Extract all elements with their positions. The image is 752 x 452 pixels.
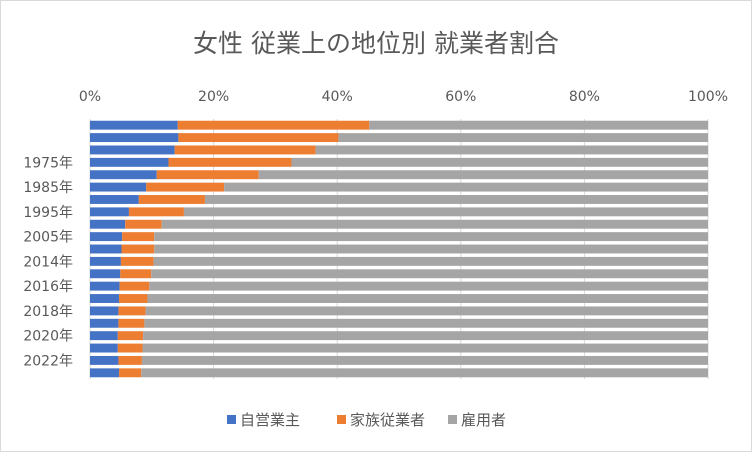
- bar-segment: [153, 256, 709, 266]
- bar-segment: [204, 195, 708, 204]
- bar-segment: [168, 157, 292, 167]
- bar-segment: [90, 170, 157, 180]
- y-tick-label: 1995年: [23, 205, 73, 221]
- bar-segment: [119, 368, 142, 378]
- bar-segment: [144, 318, 708, 328]
- bar-segment: [90, 232, 123, 242]
- y-tick-label: 2005年: [23, 230, 73, 246]
- bar-segment: [224, 182, 708, 192]
- legend-swatch: [337, 415, 346, 424]
- y-tick-label: 2016年: [23, 279, 73, 295]
- x-tick-label: 40%: [322, 89, 353, 105]
- y-tick-label: 2014年: [23, 254, 73, 270]
- bar-segment: [315, 145, 708, 155]
- y-axis-tick-labels: 1975年 1985年 1995年 2005年 2014年 2016年 2018年 2020年…: [23, 155, 73, 369]
- bar-segment: [121, 244, 155, 254]
- bar-segment: [120, 256, 154, 266]
- bar-segment: [118, 355, 142, 365]
- bar-segment: [174, 145, 316, 155]
- bar-segment: [119, 294, 148, 303]
- bar-segment: [90, 219, 126, 229]
- bar-segment: [119, 281, 150, 291]
- bar-segment: [90, 133, 179, 143]
- bar-segment: [143, 331, 708, 341]
- bar-segment: [156, 170, 259, 180]
- bar-segment: [90, 207, 129, 217]
- bar-segment: [258, 170, 708, 180]
- x-tick-label: 60%: [445, 89, 476, 105]
- bars: [90, 120, 709, 378]
- bar-segment: [138, 195, 205, 204]
- bar-segment: [128, 207, 184, 217]
- legend-swatch: [448, 415, 457, 424]
- bar-segment: [161, 219, 709, 229]
- bar-segment: [118, 306, 146, 316]
- bar-segment: [183, 207, 708, 217]
- bar-segment: [369, 120, 708, 130]
- bar-segment: [90, 306, 119, 316]
- bar-segment: [177, 120, 370, 130]
- bar-segment: [178, 133, 339, 143]
- bar-segment: [147, 294, 708, 303]
- y-tick-label: 2022年: [23, 353, 73, 369]
- bar-segment: [90, 195, 139, 204]
- x-tick-label: 20%: [198, 89, 229, 105]
- x-tick-label: 0%: [79, 89, 101, 105]
- bar-segment: [338, 133, 708, 143]
- bar-segment: [90, 294, 120, 303]
- bar-segment: [291, 157, 708, 167]
- legend-label: 雇用者: [461, 411, 506, 429]
- bar-segment: [154, 244, 709, 254]
- y-tick-label: 2018年: [23, 304, 73, 320]
- bar-segment: [125, 219, 162, 229]
- bar-segment: [141, 355, 709, 365]
- chart-title: 女性 従業上の地位別 就業者割合: [193, 29, 559, 58]
- bar-segment: [90, 355, 119, 365]
- bar-segment: [90, 368, 120, 378]
- bar-segment: [154, 232, 709, 242]
- bar-segment: [90, 343, 118, 353]
- bar-segment: [122, 232, 155, 242]
- bar-segment: [90, 269, 121, 279]
- x-axis-tick-labels: 0% 20% 40% 60% 80% 100%: [79, 89, 728, 105]
- bar-segment: [117, 343, 143, 353]
- legend-swatch: [227, 415, 236, 424]
- bar-segment: [90, 145, 175, 155]
- bar-segment: [146, 182, 225, 192]
- bar-segment: [149, 281, 708, 291]
- bar-segment: [90, 244, 122, 254]
- bar-segment: [90, 331, 118, 341]
- bar-segment: [90, 318, 119, 328]
- bar-segment: [120, 269, 152, 279]
- bar-segment: [90, 182, 147, 192]
- bar-segment: [90, 256, 121, 266]
- y-tick-label: 1975年: [23, 155, 73, 171]
- bar-segment: [90, 120, 178, 130]
- bar-segment: [117, 331, 144, 341]
- bar-segment: [90, 281, 120, 291]
- legend: 自営業主 家族従業者 雇用者: [227, 411, 506, 429]
- bar-segment: [145, 306, 708, 316]
- bar-segment: [118, 318, 145, 328]
- bar-segment: [142, 343, 708, 353]
- y-tick-label: 1985年: [23, 180, 73, 196]
- x-tick-label: 80%: [569, 89, 600, 105]
- bar-segment: [141, 368, 708, 378]
- legend-label: 家族従業者: [350, 411, 425, 429]
- bar-segment: [90, 157, 169, 167]
- legend-label: 自営業主: [240, 411, 300, 429]
- y-tick-label: 2020年: [23, 329, 73, 345]
- bar-segment: [151, 269, 708, 279]
- x-tick-label: 100%: [688, 89, 728, 105]
